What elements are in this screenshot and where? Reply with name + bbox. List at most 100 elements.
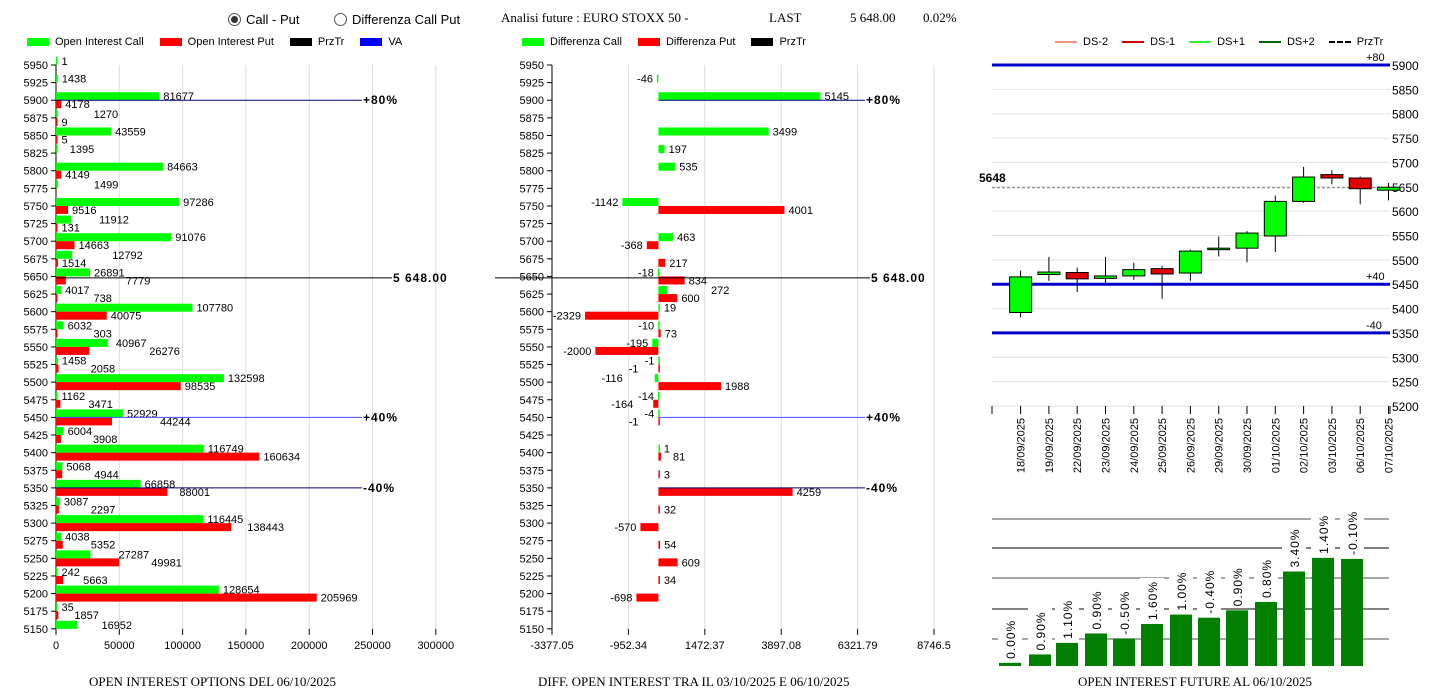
radio-differenza-indicator[interactable] [334,13,347,26]
call-bar-label: -10 [638,320,654,332]
call-bar-label: 116749 [208,444,244,456]
call-bar [56,479,141,488]
legend-item-diff-prztr: PrzTr [751,36,806,48]
call-bar-label: -195 [626,338,648,350]
put-bar [56,205,69,214]
candle-body [1065,272,1089,280]
y-tick-label: 5800 [24,166,48,178]
y-tick-label: 5925 [24,78,48,90]
call-bar-label: 463 [677,232,695,244]
y-tick-label: 5450 [520,412,544,424]
y-tick-label: 5850 [24,130,48,142]
radio-differenza-label: Differenza Call Put [352,12,461,27]
call-bar-label: 128654 [223,585,260,597]
put-bar-label: -698 [610,593,632,605]
put-bar-label: 88001 [179,487,210,499]
call-bar [658,444,660,453]
y-tick-label: 5475 [520,395,544,407]
x-tick-label: 150000 [228,640,265,652]
call-bar [56,197,180,206]
radio-call-put-label: Call - Put [246,12,300,27]
put-bar [56,611,59,620]
put-bar [646,241,659,250]
candle-body [1377,186,1400,191]
x-tick-label: 18/09/2025 [1016,418,1028,473]
put-bar-label: 205969 [321,593,358,605]
legend-line [1122,41,1145,43]
y-tick-label: 5950 [24,60,48,72]
radio-differenza[interactable]: Differenza Call Put [334,12,460,27]
put-bar-label: 81 [673,452,685,464]
put-bar [56,452,260,461]
y-tick-label: 5750 [1392,132,1419,146]
call-bar [56,303,193,312]
call-bar [56,550,91,559]
call-bar-label: 66858 [145,479,176,491]
legend-diff: Differenza Call Differenza Put PrzTr [522,36,822,48]
put-bar-label: 49981 [151,557,182,569]
oi-future-label: -0.10% [1346,511,1360,555]
put-bar [658,329,661,338]
call-bar-label: 4038 [65,532,89,544]
x-tick-label: 8746.5 [917,640,951,652]
put-bar-label: 738 [94,293,112,305]
y-tick-label: 5625 [520,289,544,301]
y-tick-label: 5525 [520,360,544,372]
call-bar [56,603,58,612]
reference-label: 5 648.00 [871,271,926,285]
call-bar-label: 1499 [94,179,118,191]
call-bar-label: 40967 [116,338,147,350]
y-tick-label: 5225 [24,571,48,583]
header-title: Analisi future : EURO STOXX 50 - [501,10,689,25]
y-tick-label: 5550 [24,342,48,354]
call-bar-label: 84663 [167,162,198,174]
put-bar [56,329,58,338]
call-bar-label: 1395 [70,144,94,156]
y-tick-label: 5275 [520,536,544,548]
call-bar-label: 107780 [196,303,233,315]
oi-future-label-bg [1112,584,1136,637]
candle-body [1178,250,1202,274]
x-tick-label: -3377.05 [530,640,573,652]
radio-call-put[interactable]: Call - Put [228,12,299,27]
y-tick-label: 5175 [520,606,544,618]
call-bar [56,145,58,154]
x-tick-label: 26/09/2025 [1185,418,1197,473]
call-bar-label: 1 [62,56,68,68]
y-tick-label: 5675 [520,254,544,266]
call-bar [56,215,72,224]
oi-future-label: 0.80% [1260,559,1274,598]
y-tick-label: 5675 [24,254,48,266]
call-bar [56,109,58,118]
reference-label: +40% [363,410,398,424]
y-tick-label: 5325 [24,501,48,513]
put-bar-label: 2297 [91,505,115,517]
legend-swatch [637,38,660,46]
legend-swatch [289,38,312,46]
put-bar [56,540,63,549]
legend-label: DS+1 [1217,36,1245,48]
y-tick-label: 5775 [24,183,48,195]
y-tick-label: 5750 [24,201,48,213]
call-bar-label: 43559 [115,126,146,138]
put-bar-label: 73 [665,328,677,340]
legend-item-ds+2: DS+2 [1258,36,1315,48]
oi-future-label: 1.00% [1175,572,1189,611]
chart-future-candles: 5200 5250 5300 5350 5400 5450 5500 5550 5600 5650… [979,52,1419,473]
legend-item-ds+1: DS+1 [1189,36,1245,48]
put-bar-label: 834 [689,275,707,287]
call-bar-label: -18 [638,267,654,279]
x-tick-label: 100000 [164,640,201,652]
y-tick-label: 5725 [24,219,48,231]
call-bar [654,374,659,383]
call-bar [658,409,660,418]
put-bar-label: 5 [62,134,68,146]
radio-call-put-indicator[interactable] [228,13,241,26]
put-bar [658,558,678,567]
put-bar-label: 4259 [797,487,821,499]
y-tick-label: 5750 [520,201,544,213]
candle-body [1207,247,1231,251]
y-tick-label: 5700 [24,236,48,248]
legend-label: VA [388,36,403,48]
call-bar-label: 5068 [66,461,90,473]
